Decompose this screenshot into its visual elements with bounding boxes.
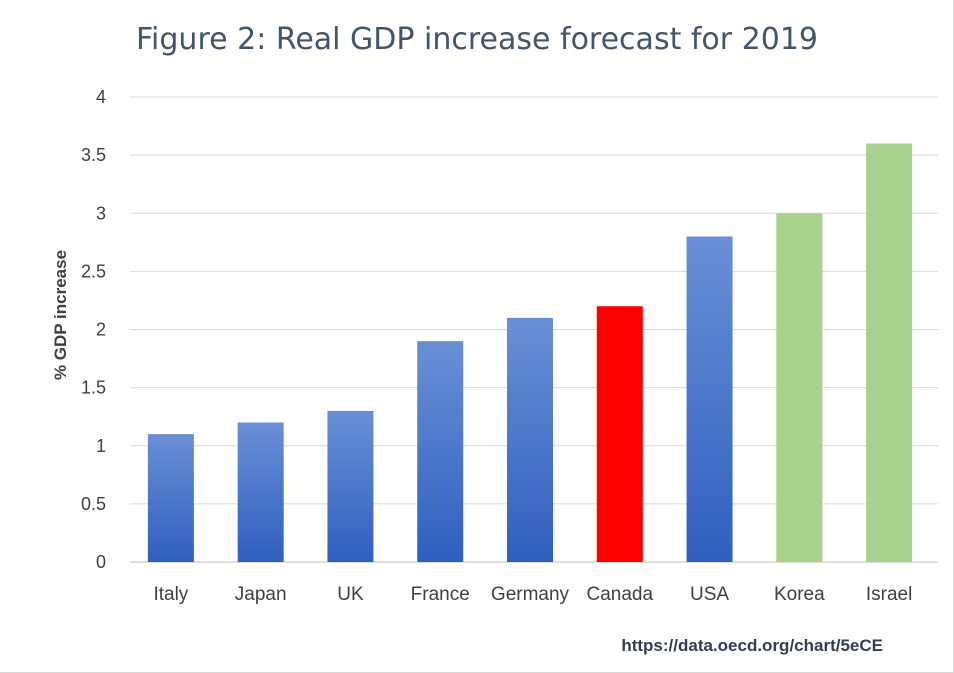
x-axis-categories: Italy Japan UK France Germany Canada USA Korea I… xyxy=(153,584,912,605)
y-tick-label: 4 xyxy=(96,87,106,107)
x-category-label: Japan xyxy=(235,584,287,605)
bar-canada xyxy=(596,306,643,562)
bar-japan xyxy=(237,422,284,562)
x-category-label: France xyxy=(411,584,470,605)
x-category-label: Germany xyxy=(491,584,570,605)
source-link[interactable]: https://data.oecd.org/chart/5eCE xyxy=(621,636,883,655)
y-tick-label: 1.5 xyxy=(81,378,106,398)
bar-korea xyxy=(776,213,823,562)
bar-usa xyxy=(686,236,733,562)
bar-uk xyxy=(327,410,374,562)
bar-germany xyxy=(507,317,553,562)
x-category-label: Korea xyxy=(774,584,825,605)
x-category-label: UK xyxy=(337,584,364,605)
y-axis-title: % GDP increase xyxy=(51,250,70,380)
y-tick-label: 3.5 xyxy=(81,145,106,165)
x-category-label: Canada xyxy=(586,584,653,605)
y-tick-label: 2.5 xyxy=(81,261,106,281)
bar-israel xyxy=(866,143,913,562)
x-category-label: Italy xyxy=(153,584,188,605)
y-tick-label: 1 xyxy=(96,436,106,456)
bars xyxy=(147,143,913,562)
y-tick-label: 0.5 xyxy=(81,494,106,514)
y-tick-label: 2 xyxy=(96,320,106,340)
y-tick-label: 3 xyxy=(96,203,106,223)
x-category-label: Israel xyxy=(866,584,912,605)
y-axis-ticks: 0 0.5 1 1.5 2 2.5 3 3.5 4 xyxy=(81,87,106,572)
bar-france xyxy=(417,341,464,562)
bar-italy xyxy=(147,434,194,562)
y-tick-label: 0 xyxy=(96,552,106,572)
chart-title: Figure 2: Real GDP increase forecast for… xyxy=(135,22,819,57)
x-category-label: USA xyxy=(690,584,729,605)
